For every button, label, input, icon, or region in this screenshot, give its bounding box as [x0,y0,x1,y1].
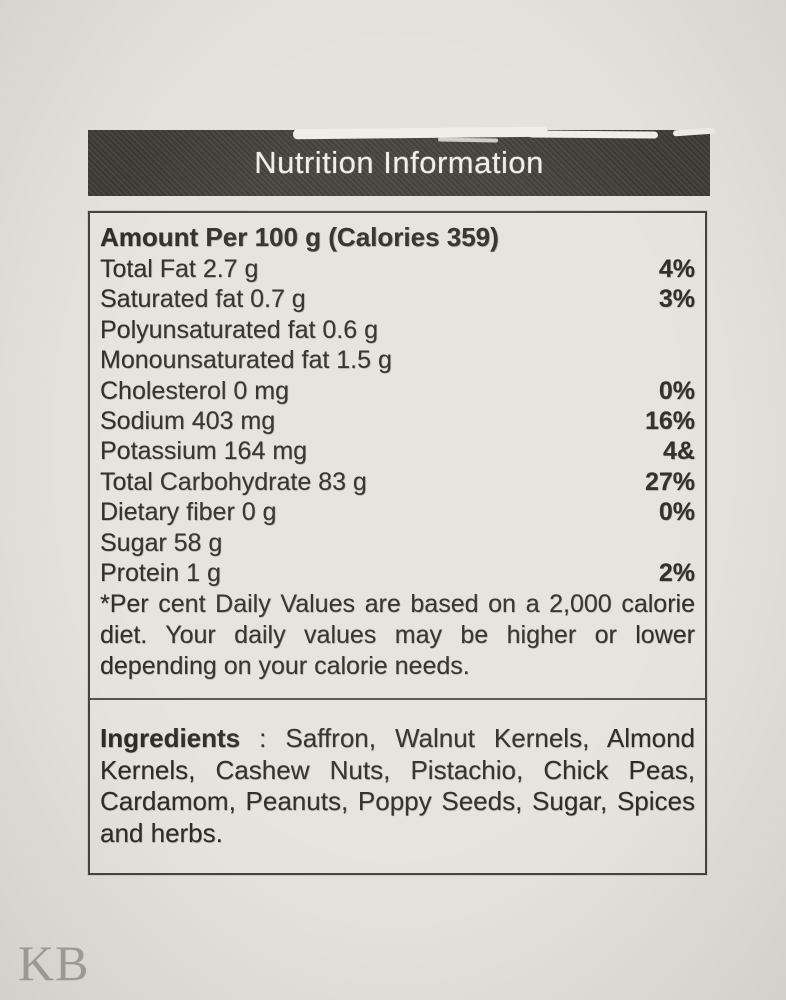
nutrient-daily-value: 0% [658,498,695,527]
nutrient-daily-value: 2% [658,559,695,588]
amount-per-line: Amount Per 100 g (Calories 359) [100,222,499,252]
nutrient-row-saturated-fat: Saturated fat 0.7 g 3% [100,284,695,314]
print-scuff [292,126,549,140]
print-scuff [437,137,499,143]
nutrient-row-cholesterol: Cholesterol 0 mg 0% [100,376,695,406]
nutrient-daily-value: 27% [644,467,695,496]
nutrient-label: Dietary fiber 0 g [100,498,277,527]
nutrient-label: Sugar 58 g [100,528,223,557]
nutrient-row-dietary-fiber: Dietary fiber 0 g 0% [100,497,695,527]
ingredients-paragraph: Ingredients : Saffron, Walnut Kernels, A… [100,723,695,849]
section-divider [90,698,705,701]
kb-watermark: KB [18,935,90,991]
nutrient-label: Sodium 403 mg [100,407,276,436]
nutrient-row-monounsaturated-fat: Monounsaturated fat 1.5 g [100,345,695,375]
daily-values-footnote: *Per cent Daily Values are based on a 2,… [100,590,695,680]
nutrient-label: Total Carbohydrate 83 g [100,467,367,496]
nutrient-label: Polyunsaturated fat 0.6 g [100,315,378,344]
print-scuff [672,127,716,137]
nutrient-daily-value: 3% [658,285,695,314]
print-scuff [527,130,659,139]
nutrient-row-polyunsaturated-fat: Polyunsaturated fat 0.6 g [100,315,695,345]
nutrition-header-bar: Nutrition Information [88,126,716,196]
nutrient-label: Protein 1 g [100,559,221,588]
ingredients-label: Ingredients [100,723,241,754]
ingredients-text: Saffron, Walnut Kernels, Almond Kernels,… [100,723,696,848]
nutrition-header-title: Nutrition Information [254,145,544,180]
nutrient-row-total-fat: Total Fat 2.7 g 4% [100,254,695,284]
nutrient-daily-value: 4% [658,255,695,283]
nutrient-daily-value: 4& [663,437,695,466]
nutrition-panel: Amount Per 100 g (Calories 359) Total Fa… [88,211,707,875]
nutrient-daily-value: 16% [644,407,695,436]
nutrient-row-sodium: Sodium 403 mg 16% [100,406,695,436]
nutrient-label: Cholesterol 0 mg [100,376,289,405]
ingredients-separator: : [240,723,286,754]
nutrient-row-protein: Protein 1 g 2% [100,558,695,588]
nutrient-row-potassium: Potassium 164 mg 4& [100,436,695,466]
nutrient-daily-value: 0% [658,376,695,405]
nutrient-label: Potassium 164 mg [100,437,308,466]
nutrient-label: Saturated fat 0.7 g [100,285,306,314]
nutrient-label: Monounsaturated fat 1.5 g [100,346,392,375]
nutrient-label: Total Fat 2.7 g [100,255,259,283]
nutrient-row-sugar: Sugar 58 g [100,528,695,558]
nutrient-row-total-carbohydrate: Total Carbohydrate 83 g 27% [100,467,695,497]
